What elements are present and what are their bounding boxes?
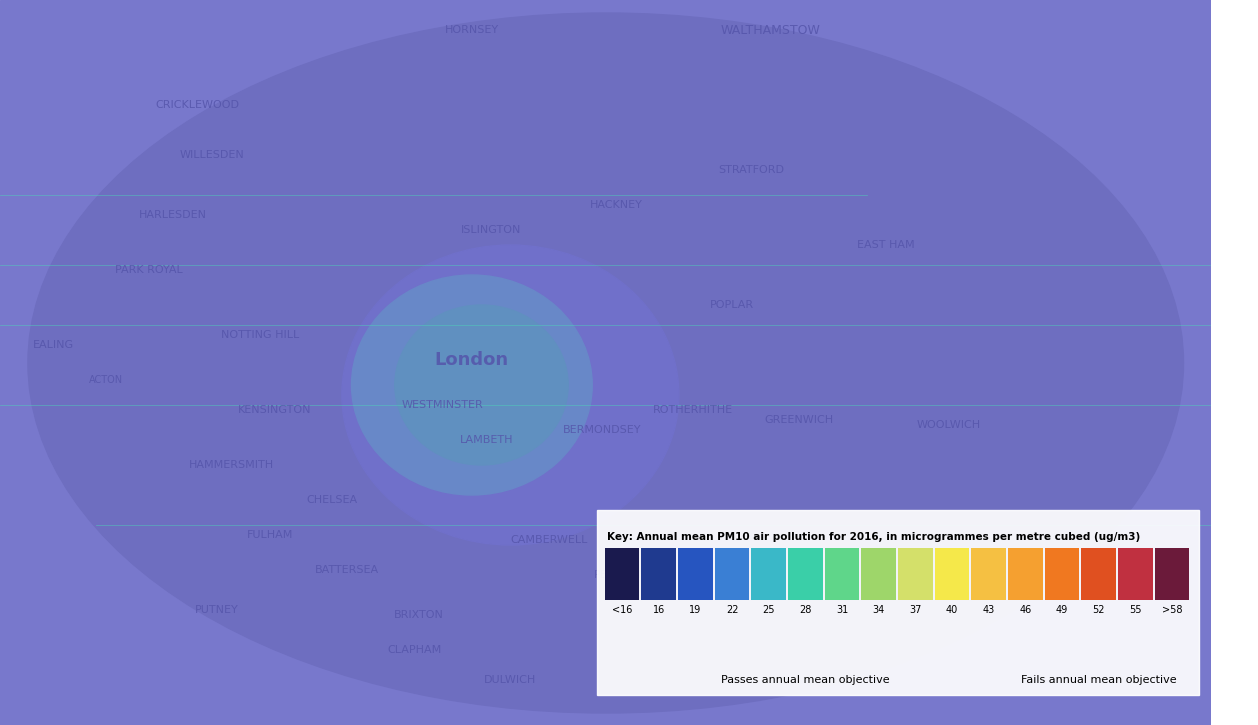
Text: Passes annual mean objective: Passes annual mean objective	[721, 675, 889, 685]
Bar	[935, 548, 970, 600]
Text: CLAPHAM: CLAPHAM	[387, 645, 442, 655]
FancyBboxPatch shape	[598, 510, 1199, 695]
Text: CHELSEA: CHELSEA	[307, 495, 357, 505]
Text: PECKHAM: PECKHAM	[594, 570, 648, 580]
Text: PUTNEY: PUTNEY	[195, 605, 239, 615]
Text: 55: 55	[1128, 605, 1141, 615]
Text: 25: 25	[762, 605, 775, 615]
Text: ISLINGTON: ISLINGTON	[460, 225, 521, 235]
Text: CAMBERWELL: CAMBERWELL	[511, 535, 587, 545]
Bar	[862, 548, 896, 600]
Text: 52: 52	[1092, 605, 1105, 615]
Text: LAMBETH: LAMBETH	[459, 435, 513, 445]
Text: BATTERSEA: BATTERSEA	[314, 565, 379, 575]
Text: STRATFORD: STRATFORD	[718, 165, 784, 175]
Text: 37: 37	[910, 605, 922, 615]
Text: CRICKLEWOOD: CRICKLEWOOD	[156, 100, 239, 110]
Text: <16: <16	[611, 605, 633, 615]
Text: 34: 34	[873, 605, 884, 615]
Text: GREENWICH: GREENWICH	[765, 415, 834, 425]
Bar	[1044, 548, 1079, 600]
Text: 19: 19	[689, 605, 702, 615]
Text: >58: >58	[1161, 605, 1183, 615]
Text: 43: 43	[982, 605, 995, 615]
Text: NOTTING HILL: NOTTING HILL	[221, 330, 299, 340]
Text: Fails annual mean objective: Fails annual mean objective	[1020, 675, 1176, 685]
Bar	[751, 548, 786, 600]
Text: BRIXTON: BRIXTON	[394, 610, 444, 620]
Text: DULWICH: DULWICH	[484, 675, 536, 685]
Bar	[825, 548, 859, 600]
Text: WOOLWICH: WOOLWICH	[917, 420, 981, 430]
Ellipse shape	[28, 13, 1184, 713]
Text: 46: 46	[1019, 605, 1032, 615]
Text: 31: 31	[835, 605, 848, 615]
Text: 49: 49	[1055, 605, 1068, 615]
Bar	[1118, 548, 1152, 600]
Bar	[898, 548, 932, 600]
Text: 22: 22	[726, 605, 738, 615]
Bar	[715, 548, 750, 600]
Bar	[1155, 548, 1189, 600]
Text: BERMONDSEY: BERMONDSEY	[562, 425, 642, 435]
Bar	[605, 548, 639, 600]
Bar	[971, 548, 1006, 600]
Text: WESTMINSTER: WESTMINSTER	[403, 400, 484, 410]
Text: HAMMERSMITH: HAMMERSMITH	[189, 460, 274, 470]
Text: POPLAR: POPLAR	[710, 300, 754, 310]
Bar	[678, 548, 713, 600]
Text: EALING: EALING	[33, 340, 73, 350]
Text: PARK ROYAL: PARK ROYAL	[116, 265, 184, 275]
Text: HORNSEY: HORNSEY	[445, 25, 499, 35]
Text: FULHAM: FULHAM	[247, 530, 293, 540]
Text: KENSINGTON: KENSINGTON	[238, 405, 311, 415]
Ellipse shape	[342, 245, 679, 545]
Bar	[788, 548, 823, 600]
Text: 40: 40	[946, 605, 959, 615]
Ellipse shape	[351, 275, 593, 495]
Text: Key: Annual mean PM10 air pollution for 2016, in microgrammes per metre cubed (u: Key: Annual mean PM10 air pollution for …	[606, 532, 1140, 542]
Bar	[1008, 548, 1043, 600]
Bar	[642, 548, 676, 600]
Bar	[1082, 548, 1116, 600]
Text: HARLESDEN: HARLESDEN	[140, 210, 208, 220]
Text: WALTHAMSTOW: WALTHAMSTOW	[721, 23, 820, 36]
Text: 16: 16	[653, 605, 665, 615]
Text: London: London	[435, 351, 509, 369]
Ellipse shape	[395, 305, 569, 465]
Text: HACKNEY: HACKNEY	[590, 200, 643, 210]
Text: ACTON: ACTON	[89, 375, 123, 385]
Text: EAST HAM: EAST HAM	[857, 240, 915, 250]
Text: 28: 28	[799, 605, 811, 615]
Text: ROTHERHITHE: ROTHERHITHE	[653, 405, 733, 415]
Text: WILLESDEN: WILLESDEN	[180, 150, 244, 160]
